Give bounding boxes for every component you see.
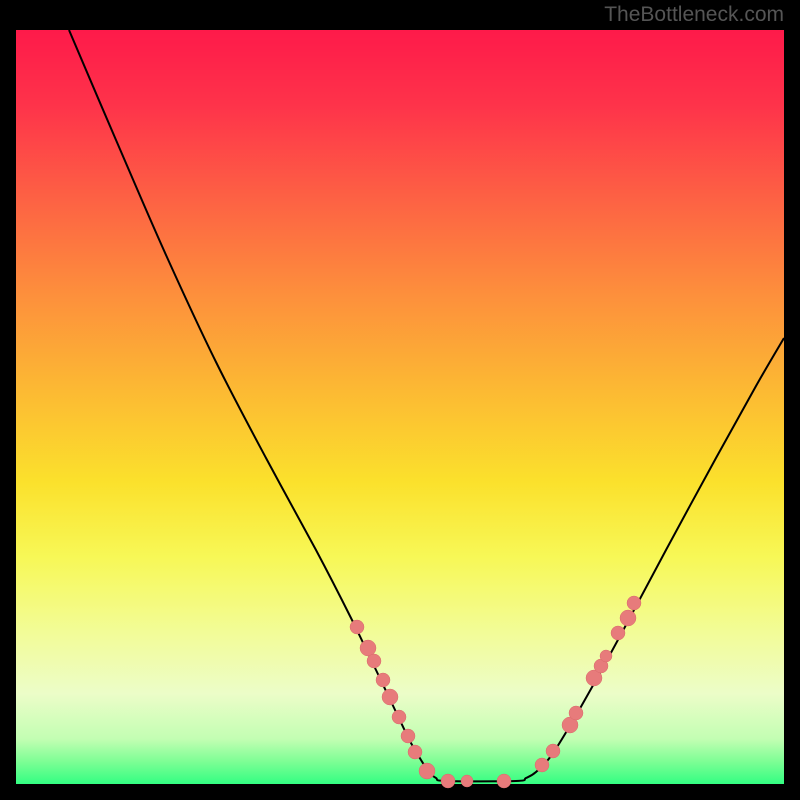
watermark-text: TheBottleneck.com (604, 3, 784, 27)
chart-frame (16, 30, 784, 784)
